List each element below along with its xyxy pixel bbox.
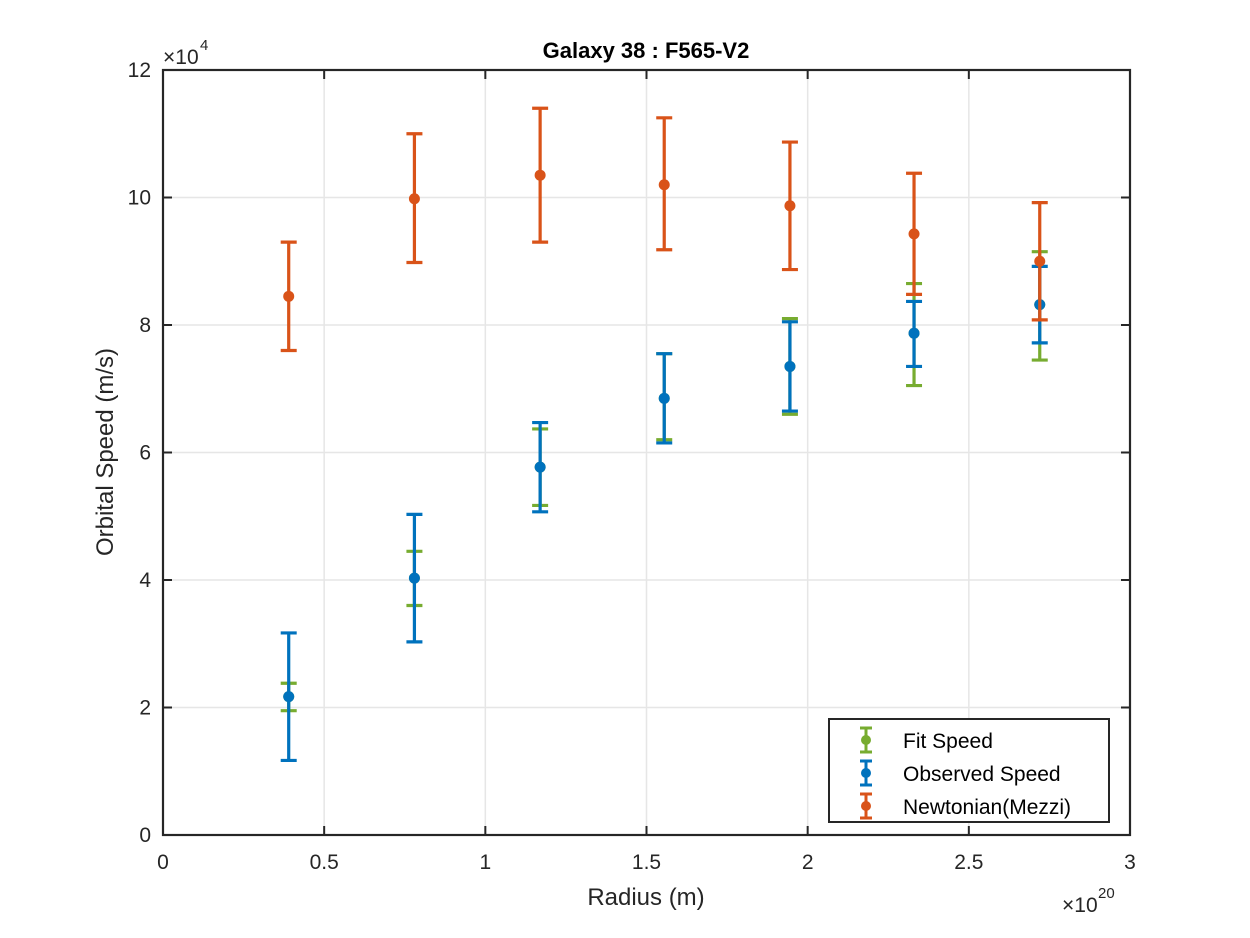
y-tick-label: 10 [128,187,151,210]
y-multiplier: ×10 4 [163,37,208,69]
y-tick-label: 4 [139,569,151,592]
series-layer [280,106,1048,763]
x-axis-label: Radius (m) [587,884,704,911]
series-observed-speed [280,264,1048,763]
legend-swatch-marker [861,768,871,778]
y-tick-label: 12 [128,59,151,82]
data-point [408,572,420,584]
legend-box [828,718,1110,823]
y-tick-label: 8 [139,314,151,337]
x-multiplier-exp: 20 [1098,885,1115,902]
data-point [1034,255,1046,267]
data-point [283,290,295,302]
data-point [658,392,670,404]
legend-label: Newtonian(Mezzi) [903,796,1071,819]
data-point [408,193,420,205]
legend-label: Fit Speed [903,730,993,753]
x-tick-label: 0 [157,851,169,874]
chart-title: Galaxy 38 : F565-V2 [543,38,750,63]
x-tick-label: 2.5 [954,851,983,874]
data-point [534,461,546,473]
legend-swatch-marker [861,801,871,811]
y-multiplier-exp: 4 [200,37,208,54]
data-point [658,179,670,191]
ticks: 0 0.5 1 1.5 2 2.5 3 0 2 4 6 8 10 12 [128,59,1136,874]
x-tick-label: 2 [802,851,814,874]
data-point [784,360,796,372]
x-tick-label: 1.5 [632,851,661,874]
legend-swatch-marker [861,735,871,745]
data-point [908,327,920,339]
x-tick-label: 1 [479,851,491,874]
y-tick-label: 0 [139,824,151,847]
legend-item-fit-speed: Fit Speed [860,726,993,754]
x-tick-label: 0.5 [310,851,339,874]
x-tick-label: 3 [1124,851,1136,874]
data-point [534,169,546,181]
series-newtonian-mezzi [280,106,1048,353]
y-tick-label: 2 [139,697,151,720]
y-tick-label: 6 [139,442,151,465]
legend: Fit Speed Observed Speed Newtonian(Mezzi) [828,718,1110,823]
x-multiplier: ×10 20 [1062,885,1115,917]
data-point [784,200,796,212]
data-point [908,228,920,240]
y-axis-label: Orbital Speed (m/s) [92,348,119,556]
y-multiplier-base: ×10 [163,46,199,69]
legend-label: Observed Speed [903,763,1061,786]
data-point [283,691,295,703]
legend-item-observed-speed: Observed Speed [860,759,1061,787]
x-multiplier-base: ×10 [1062,894,1098,917]
legend-item-newtonian-mezzi: Newtonian(Mezzi) [860,792,1071,820]
